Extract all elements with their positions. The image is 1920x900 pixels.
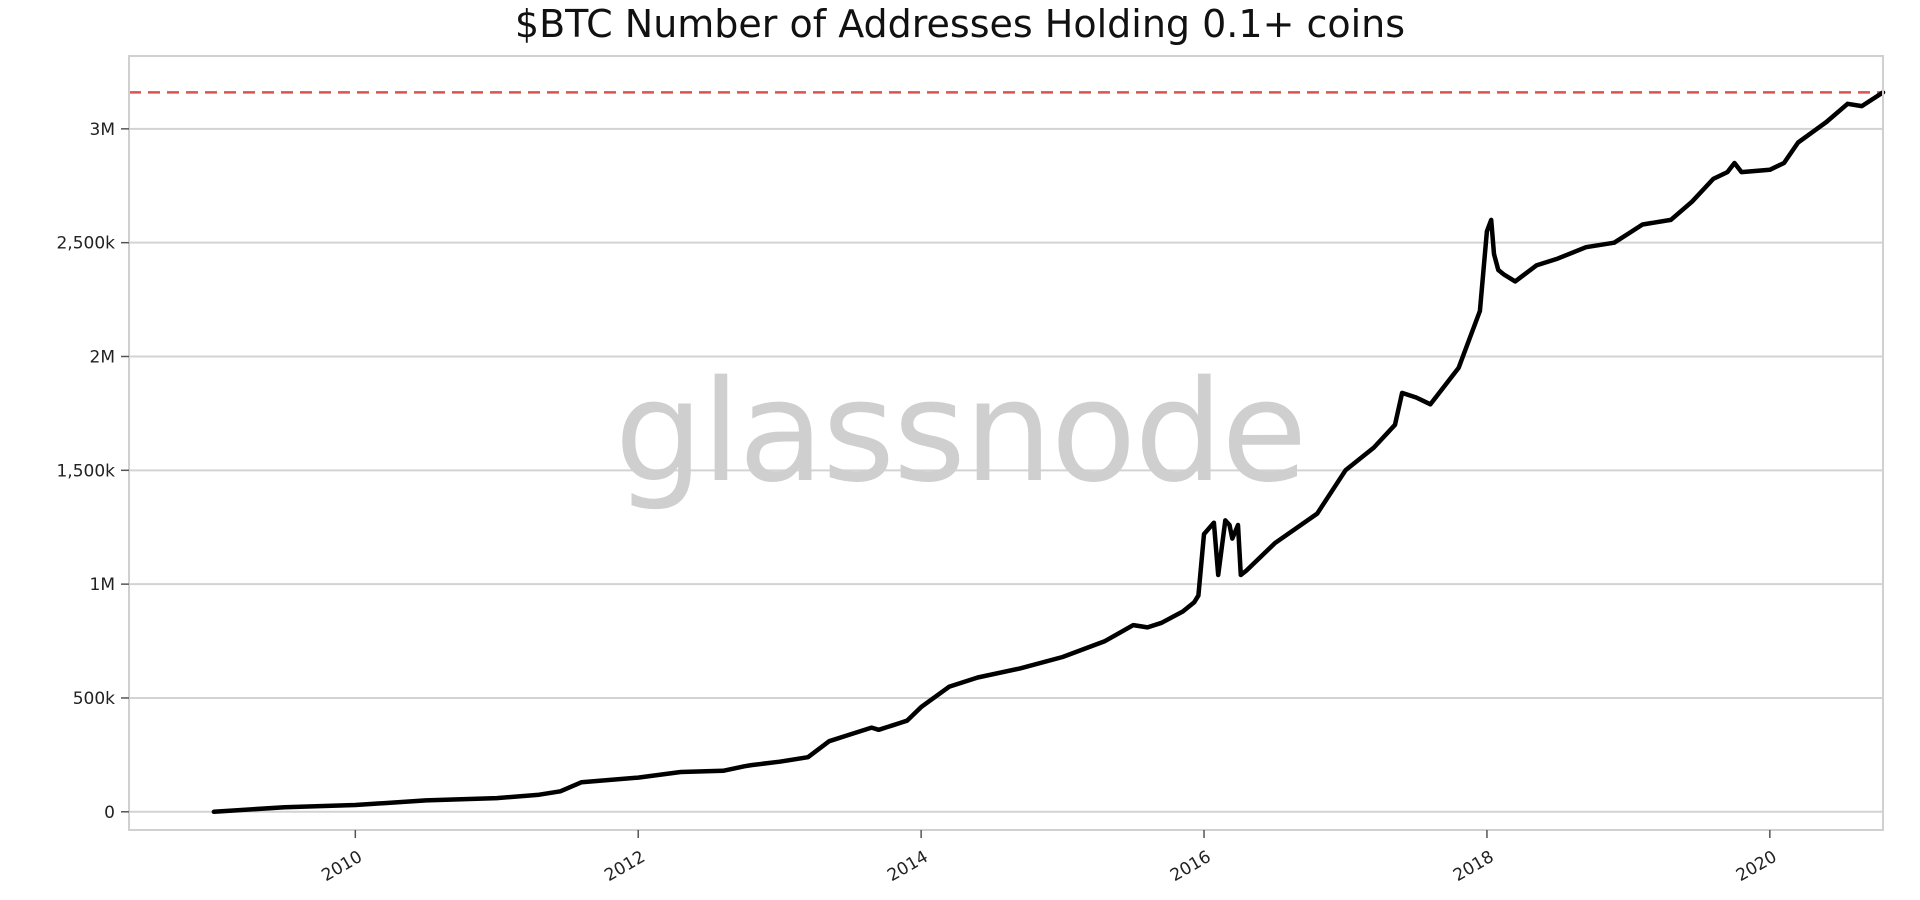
- y-tick-label: 0: [104, 803, 115, 823]
- chart-title: $BTC Number of Addresses Holding 0.1+ co…: [514, 2, 1406, 46]
- x-tick-label: 2018: [1450, 847, 1497, 886]
- y-tick-label: 2M: [90, 347, 115, 367]
- plot-area-frame: [128, 55, 1884, 831]
- series-line: [211, 90, 1886, 815]
- y-tick-label: 1,500k: [56, 461, 115, 481]
- y-tick-label: 3M: [90, 120, 115, 140]
- x-axis: 2010 2012 2014 2016 2018 2020: [318, 830, 1780, 886]
- y-tick-label: 1M: [90, 575, 115, 595]
- x-tick-label: 2010: [318, 847, 365, 886]
- x-tick-label: 2020: [1733, 847, 1780, 886]
- x-tick-label: 2014: [884, 847, 931, 886]
- series-group: [211, 90, 1886, 815]
- x-tick-label: 2012: [601, 847, 648, 886]
- y-tick-label: 500k: [73, 689, 115, 709]
- y-tick-label: 2,500k: [56, 234, 115, 254]
- watermark-logo: glassnode: [615, 351, 1306, 514]
- y-axis: 0 500k 1M 1,500k 2M 2,500k 3M: [56, 120, 129, 823]
- grid-lines: [129, 127, 1883, 813]
- x-tick-label: 2016: [1167, 847, 1214, 886]
